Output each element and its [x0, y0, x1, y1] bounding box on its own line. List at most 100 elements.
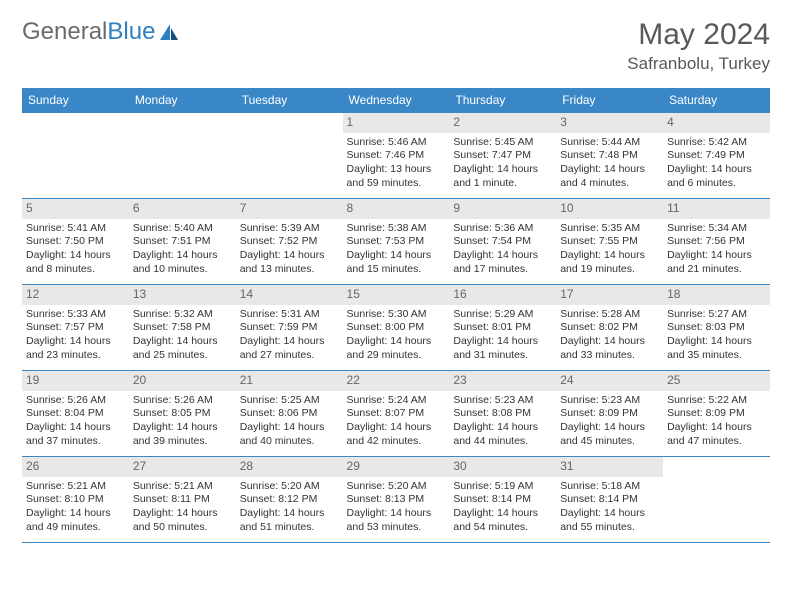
- sunset-text: Sunset: 8:09 PM: [667, 407, 766, 421]
- sunset-text: Sunset: 8:06 PM: [240, 407, 339, 421]
- day-number: 16: [449, 285, 556, 305]
- sunrise-text: Sunrise: 5:31 AM: [240, 308, 339, 322]
- daylight-text: Daylight: 14 hours and 51 minutes.: [240, 507, 339, 534]
- sunset-text: Sunset: 8:02 PM: [560, 321, 659, 335]
- calendar-cell: 19 Sunrise: 5:26 AMSunset: 8:04 PMDayligh…: [22, 371, 129, 457]
- daylight-text: Daylight: 14 hours and 15 minutes.: [347, 249, 446, 276]
- day-number: 14: [236, 285, 343, 305]
- day-number: 19: [22, 371, 129, 391]
- daylight-text: Daylight: 14 hours and 31 minutes.: [453, 335, 552, 362]
- day-number: 12: [22, 285, 129, 305]
- sunset-text: Sunset: 7:55 PM: [560, 235, 659, 249]
- sunset-text: Sunset: 8:09 PM: [560, 407, 659, 421]
- calendar-cell: [663, 457, 770, 543]
- calendar-cell: [22, 113, 129, 199]
- sunset-text: Sunset: 7:51 PM: [133, 235, 232, 249]
- sunrise-text: Sunrise: 5:18 AM: [560, 480, 659, 494]
- day-number: 2: [449, 113, 556, 133]
- sunset-text: Sunset: 8:11 PM: [133, 493, 232, 507]
- calendar-cell: 29Sunrise: 5:20 AMSunset: 8:13 PMDayligh…: [343, 457, 450, 543]
- sunset-text: Sunset: 8:01 PM: [453, 321, 552, 335]
- sunrise-text: Sunrise: 5:23 AM: [560, 394, 659, 408]
- daylight-text: Daylight: 14 hours and 39 minutes.: [133, 421, 232, 448]
- weekday-header: Sunday: [22, 88, 129, 113]
- sunset-text: Sunset: 7:46 PM: [347, 149, 446, 163]
- sunrise-text: Sunrise: 5:39 AM: [240, 222, 339, 236]
- daylight-text: Daylight: 14 hours and 53 minutes.: [347, 507, 446, 534]
- daylight-text: Daylight: 14 hours and 50 minutes.: [133, 507, 232, 534]
- daylight-text: Daylight: 14 hours and 13 minutes.: [240, 249, 339, 276]
- calendar-cell: 26Sunrise: 5:21 AMSunset: 8:10 PMDayligh…: [22, 457, 129, 543]
- daylight-text: Daylight: 14 hours and 29 minutes.: [347, 335, 446, 362]
- sunrise-text: Sunrise: 5:25 AM: [240, 394, 339, 408]
- calendar-cell: 12Sunrise: 5:33 AMSunset: 7:57 PMDayligh…: [22, 285, 129, 371]
- sunrise-text: Sunrise: 5:21 AM: [26, 480, 125, 494]
- day-number: 9: [449, 199, 556, 219]
- daylight-text: Daylight: 14 hours and 19 minutes.: [560, 249, 659, 276]
- sunrise-text: Sunrise: 5:44 AM: [560, 136, 659, 150]
- sunset-text: Sunset: 7:56 PM: [667, 235, 766, 249]
- sunrise-text: Sunrise: 5:20 AM: [347, 480, 446, 494]
- sunrise-text: Sunrise: 5:28 AM: [560, 308, 659, 322]
- daylight-text: Daylight: 13 hours and 59 minutes.: [347, 163, 446, 190]
- calendar-cell: 24Sunrise: 5:23 AMSunset: 8:09 PMDayligh…: [556, 371, 663, 457]
- calendar-cell: 23Sunrise: 5:23 AMSunset: 8:08 PMDayligh…: [449, 371, 556, 457]
- calendar-cell: [236, 113, 343, 199]
- calendar-cell: 20Sunrise: 5:26 AMSunset: 8:05 PMDayligh…: [129, 371, 236, 457]
- day-number: 23: [449, 371, 556, 391]
- day-number: 29: [343, 457, 450, 477]
- day-number: 20: [129, 371, 236, 391]
- calendar-cell: 10Sunrise: 5:35 AMSunset: 7:55 PMDayligh…: [556, 199, 663, 285]
- sunset-text: Sunset: 7:50 PM: [26, 235, 125, 249]
- calendar-cell: 30Sunrise: 5:19 AMSunset: 8:14 PMDayligh…: [449, 457, 556, 543]
- calendar-cell: 3Sunrise: 5:44 AMSunset: 7:48 PMDaylight…: [556, 113, 663, 199]
- sunrise-text: Sunrise: 5:42 AM: [667, 136, 766, 150]
- calendar-cell: 14Sunrise: 5:31 AMSunset: 7:59 PMDayligh…: [236, 285, 343, 371]
- brand-part1: General: [22, 18, 107, 46]
- daylight-text: Daylight: 14 hours and 37 minutes.: [26, 421, 125, 448]
- day-number: 1: [343, 113, 450, 133]
- daylight-text: Daylight: 14 hours and 49 minutes.: [26, 507, 125, 534]
- calendar-cell: 27Sunrise: 5:21 AMSunset: 8:11 PMDayligh…: [129, 457, 236, 543]
- day-number: 5: [22, 199, 129, 219]
- title-month: May 2024: [627, 18, 770, 52]
- calendar-cell: 16Sunrise: 5:29 AMSunset: 8:01 PMDayligh…: [449, 285, 556, 371]
- sunrise-text: Sunrise: 5:35 AM: [560, 222, 659, 236]
- sunset-text: Sunset: 7:58 PM: [133, 321, 232, 335]
- calendar-body: 1Sunrise: 5:46 AMSunset: 7:46 PMDaylight…: [22, 113, 770, 543]
- day-number: 31: [556, 457, 663, 477]
- day-number: 25: [663, 371, 770, 391]
- calendar-cell: 9Sunrise: 5:36 AMSunset: 7:54 PMDaylight…: [449, 199, 556, 285]
- sunrise-text: Sunrise: 5:26 AM: [26, 394, 125, 408]
- sunset-text: Sunset: 8:00 PM: [347, 321, 446, 335]
- brand-logo: GeneralBlue: [22, 18, 180, 46]
- sunrise-text: Sunrise: 5:20 AM: [240, 480, 339, 494]
- sunset-text: Sunset: 8:04 PM: [26, 407, 125, 421]
- sunrise-text: Sunrise: 5:40 AM: [133, 222, 232, 236]
- sunrise-text: Sunrise: 5:46 AM: [347, 136, 446, 150]
- calendar-cell: 25Sunrise: 5:22 AMSunset: 8:09 PMDayligh…: [663, 371, 770, 457]
- calendar-cell: 11Sunrise: 5:34 AMSunset: 7:56 PMDayligh…: [663, 199, 770, 285]
- daylight-text: Daylight: 14 hours and 42 minutes.: [347, 421, 446, 448]
- sunrise-text: Sunrise: 5:30 AM: [347, 308, 446, 322]
- daylight-text: Daylight: 14 hours and 35 minutes.: [667, 335, 766, 362]
- page-header: GeneralBlue May 2024 Safranbolu, Turkey: [22, 18, 770, 74]
- calendar-cell: 15Sunrise: 5:30 AMSunset: 8:00 PMDayligh…: [343, 285, 450, 371]
- sunset-text: Sunset: 8:14 PM: [560, 493, 659, 507]
- sunset-text: Sunset: 7:53 PM: [347, 235, 446, 249]
- calendar-cell: 28Sunrise: 5:20 AMSunset: 8:12 PMDayligh…: [236, 457, 343, 543]
- calendar-row: 26Sunrise: 5:21 AMSunset: 8:10 PMDayligh…: [22, 457, 770, 543]
- calendar-cell: 4Sunrise: 5:42 AMSunset: 7:49 PMDaylight…: [663, 113, 770, 199]
- sunrise-text: Sunrise: 5:34 AM: [667, 222, 766, 236]
- weekday-header: Friday: [556, 88, 663, 113]
- day-number: 22: [343, 371, 450, 391]
- daylight-text: Daylight: 14 hours and 1 minute.: [453, 163, 552, 190]
- calendar-row: 19Sunrise: 5:26 AMSunset: 8:04 PMDayligh…: [22, 371, 770, 457]
- sunset-text: Sunset: 8:05 PM: [133, 407, 232, 421]
- sunset-text: Sunset: 8:12 PM: [240, 493, 339, 507]
- weekday-header: Saturday: [663, 88, 770, 113]
- sunset-text: Sunset: 7:59 PM: [240, 321, 339, 335]
- sail-icon: [158, 22, 180, 42]
- weekday-header-row: Sunday Monday Tuesday Wednesday Thursday…: [22, 88, 770, 113]
- sunset-text: Sunset: 7:47 PM: [453, 149, 552, 163]
